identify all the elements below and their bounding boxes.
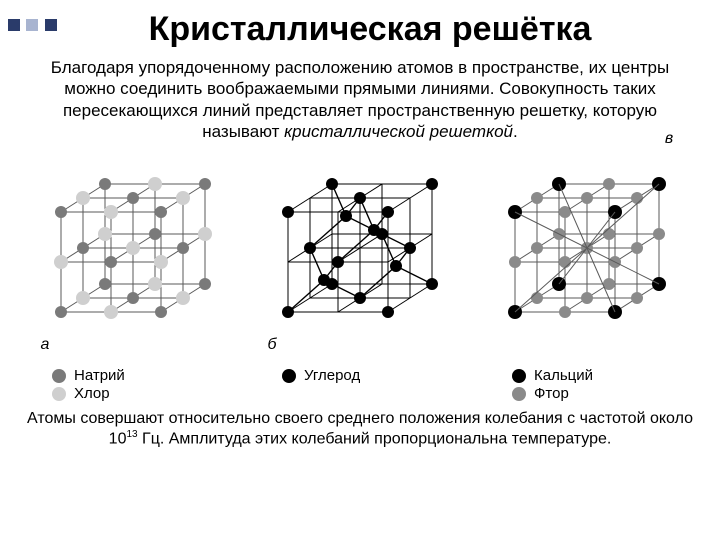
decor-sq — [45, 19, 57, 31]
legend-c: КальцийФтор — [486, 366, 696, 403]
legend-item: Фтор — [486, 385, 696, 402]
lattice-row: а б в — [28, 152, 692, 362]
legend-label: Хлор — [74, 385, 110, 402]
decor-sq — [8, 19, 20, 31]
lattice-c-svg — [487, 152, 687, 342]
legend-dot — [52, 369, 66, 383]
label-a: а — [0, 336, 150, 354]
intro-em: кристаллической решеткой — [284, 122, 513, 141]
label-b: б — [167, 336, 377, 354]
outro-sup: 13 — [126, 429, 137, 440]
lattice-a: а — [28, 152, 238, 362]
legend-label: Натрий — [74, 367, 125, 384]
legend-item: Углерод — [256, 367, 466, 384]
decor-sq — [26, 19, 38, 31]
lattice-c: в — [482, 152, 692, 362]
legend-dot — [52, 387, 66, 401]
legend-row: НатрийХлор Углерод КальцийФтор — [26, 366, 696, 403]
legend-item: Кальций — [486, 367, 696, 384]
corner-decor — [8, 18, 59, 36]
outro-text: Атомы совершают относительно своего сред… — [18, 409, 702, 449]
legend-item: Натрий — [26, 367, 236, 384]
legend-b: Углерод — [256, 366, 466, 403]
outro-b: Гц. Амплитуда этих колебаний пропорциона… — [138, 430, 612, 447]
legend-label: Фтор — [534, 385, 569, 402]
legend-a: НатрийХлор — [26, 366, 236, 403]
legend-dot — [512, 387, 526, 401]
lattice-b: б — [255, 152, 465, 362]
intro-dot: . — [513, 122, 518, 141]
legend-dot — [282, 369, 296, 383]
legend-label: Кальций — [534, 367, 593, 384]
legend-item: Хлор — [26, 385, 236, 402]
page-title: Кристаллическая решётка — [60, 10, 680, 49]
legend-dot — [512, 369, 526, 383]
legend-label: Углерод — [304, 367, 360, 384]
lattice-b-svg — [260, 152, 460, 342]
label-c: в — [564, 130, 720, 148]
lattice-a-svg — [33, 152, 233, 342]
